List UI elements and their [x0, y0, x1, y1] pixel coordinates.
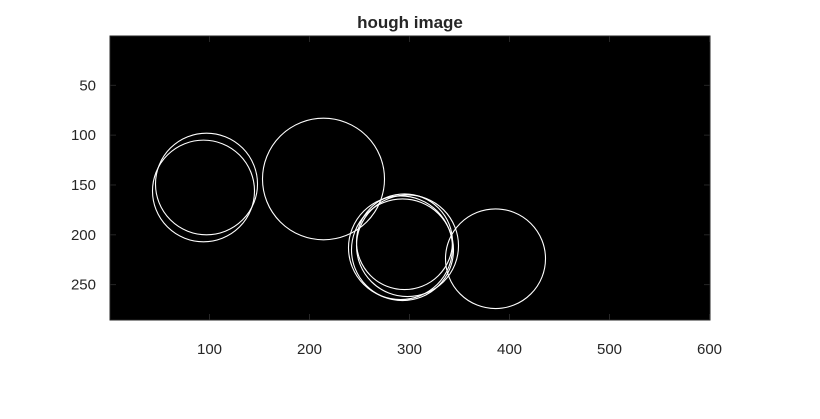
- hough-circle-3: [261, 117, 386, 241]
- x-tick-label-400: 400: [497, 341, 522, 358]
- y-tick-label-250: 250: [71, 277, 96, 294]
- chart-title: hough image: [357, 13, 463, 32]
- x-tick-label-200: 200: [297, 341, 322, 358]
- y-tick-label-50: 50: [79, 77, 96, 94]
- x-tick-label-500: 500: [597, 341, 622, 358]
- hough-circle-7: [347, 195, 454, 301]
- x-tick-label-100: 100: [197, 341, 222, 358]
- hough-circle-1: [154, 132, 259, 236]
- hough-circle-8: [444, 208, 547, 310]
- x-tick-label-600: 600: [697, 341, 722, 358]
- x-tick-label-300: 300: [397, 341, 422, 358]
- x-axis: 100 200 300 400 500 600: [197, 36, 722, 358]
- image-background: [110, 36, 710, 320]
- hough-circle-2: [151, 139, 256, 243]
- y-tick-label-100: 100: [71, 127, 96, 144]
- plot-area: [109, 35, 711, 321]
- y-tick-label-200: 200: [71, 227, 96, 244]
- circles-layer: [151, 117, 547, 310]
- y-axis: 50 100 150 200 250: [71, 77, 710, 294]
- hough-circle-5: [350, 198, 455, 302]
- y-tick-label-150: 150: [71, 177, 96, 194]
